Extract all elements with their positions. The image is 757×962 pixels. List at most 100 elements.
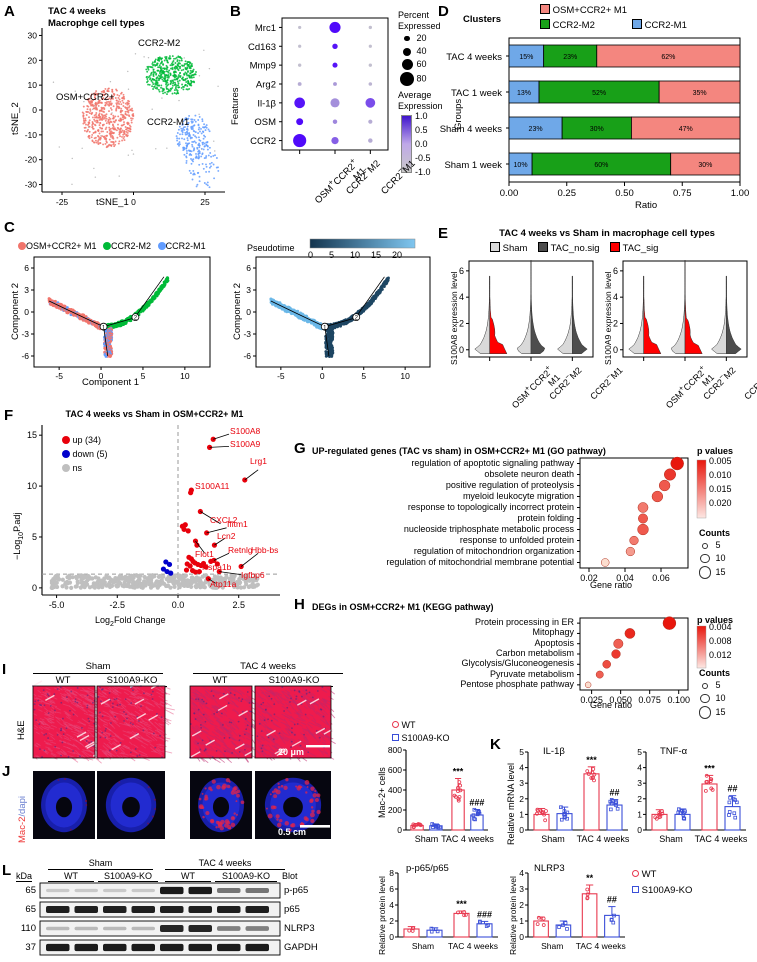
svg-text:0: 0 — [32, 583, 37, 593]
svg-text:TAC 1 week: TAC 1 week — [451, 88, 502, 99]
legend-label-sham: Sham — [502, 243, 528, 254]
panel-f: F TAC 4 weeks vs Sham in OSM+CCR2+ M1 0 5… — [0, 395, 290, 630]
svg-text:0: 0 — [613, 345, 618, 355]
panel-i-scalebar-label: 20 μm — [278, 747, 305, 757]
svg-text:-5.0: -5.0 — [49, 600, 65, 610]
panel-l-group-tac: TAC 4 weeks — [165, 858, 285, 870]
panel-k-title-tnfa: TNF-α — [660, 746, 688, 757]
svg-text:1: 1 — [102, 325, 106, 331]
panel-b-percent-legend-title-1: Percent — [398, 10, 430, 20]
svg-text:4: 4 — [613, 292, 618, 302]
pathway-category: Apoptosis — [534, 637, 574, 648]
panel-l-kda-label: kDa — [16, 871, 33, 882]
panel-d-letter: D — [438, 3, 449, 20]
panel-f-gene-label-atp11a: Atp11a — [210, 579, 237, 589]
panel-j-legend-wt: WT — [392, 720, 416, 730]
legend-label-osm: OSM+CCR2+ M1 — [552, 5, 628, 16]
panel-d-stacked-bars: TAC 4 weeks 15% 23% 62% TAC 1 week 13% 52% 35% S… — [440, 37, 749, 199]
legend-dot-m1 — [157, 242, 166, 250]
panel-c-pt-tick-0: 0 — [308, 250, 314, 260]
pathway-category: Protein processing in ER — [474, 617, 574, 628]
pathway-pvalue-tick: 0.010 — [709, 470, 732, 480]
panel-b-avg-tick-0: 1.0 — [415, 111, 428, 121]
pathway-category: Carbon metabolism — [495, 648, 574, 658]
legend-text-m1: CCR2-M1 — [165, 241, 206, 251]
panel-k: K Relative mRNA level 0 1 2 3 4 5 Sham *** ## TAC… — [488, 700, 757, 855]
svg-text:0: 0 — [131, 197, 136, 207]
legend-label-wt-l: WT — [641, 869, 657, 880]
panel-g-letter: G — [294, 440, 306, 457]
panel-b-avg-tick-2: 0.0 — [415, 139, 428, 149]
panel-f-legend-down: down (5) — [62, 449, 108, 459]
panel-l-blot-name: p65 — [284, 904, 300, 915]
panel-f-gene-label-ifitm1: Ifitm1 — [227, 519, 248, 529]
svg-text:10: 10 — [180, 371, 190, 381]
svg-text:60%: 60% — [594, 162, 608, 169]
svg-text:3: 3 — [246, 285, 251, 295]
panel-c-letter: C — [4, 219, 15, 236]
svg-text:35%: 35% — [693, 90, 707, 97]
panel-l-title-nlrp3: NLRP3 — [534, 863, 565, 874]
panel-h: H DEGs in OSM+CCR2+ M1 (KEGG pathway) Pr… — [290, 590, 757, 719]
panel-b-avg-legend-title-2: Expression — [398, 101, 443, 111]
legend-label-tacnosig: TAC_no.sig — [550, 243, 600, 254]
panel-a-title-1: TAC 4 weeks — [48, 6, 106, 17]
svg-text:23%: 23% — [529, 126, 543, 133]
panel-l-blot-name: p-p65 — [284, 885, 309, 896]
legend-label-down: down (5) — [72, 449, 108, 459]
panel-l-letter: L — [2, 862, 12, 879]
panel-j: J Mac-2/dapi 0.5 cm — [0, 763, 370, 850]
svg-text:5: 5 — [32, 532, 37, 542]
svg-text:20: 20 — [28, 55, 38, 65]
panel-f-gene-label-hspa1b: Hspa1b — [202, 562, 232, 572]
svg-text:0.75: 0.75 — [673, 188, 692, 199]
panel-l-blot-name: NLRP3 — [284, 923, 315, 934]
panel-f-gene-label-flot1: Flot1 — [195, 549, 214, 559]
legend-dot-m2 — [103, 242, 112, 250]
panel-a-letter: A — [4, 3, 15, 20]
panel-i: I Sham TAC 4 weeks WT S100A9-KO WT S100A… — [0, 655, 370, 770]
svg-text:Arg2: Arg2 — [256, 80, 276, 91]
pathway-category: regulation of mitochondrion organization — [413, 545, 574, 556]
svg-text:15%: 15% — [519, 54, 533, 61]
panel-k-letter: K — [490, 736, 501, 753]
panel-c-pt-tick-4: 20 — [392, 250, 403, 260]
panel-b: B Mrc1 Cd163 Mmp9 Arg2 Il-1β OSM CCR2 Features… — [210, 0, 443, 215]
svg-text:-3: -3 — [243, 329, 251, 339]
svg-text:3: 3 — [24, 285, 29, 295]
pathway-xtick: 0.100 — [667, 695, 690, 705]
pathway-category: regulation of apoptotic signaling pathwa… — [411, 457, 574, 468]
panel-d-legend-item-1: CCR2-M2 — [540, 19, 595, 31]
panel-f-title: TAC 4 weeks vs Sham in OSM+CCR2+ M1 — [65, 409, 244, 419]
panel-b-avg-legend-title-1: Average — [398, 90, 432, 100]
svg-text:Cd163: Cd163 — [248, 42, 276, 53]
panel-k-title-il1b: IL-1β — [543, 746, 565, 757]
panel-a-cluster-m2: CCR2-M2 — [138, 38, 181, 49]
svg-text:6: 6 — [613, 266, 618, 276]
panel-b-avg-tick-1: 0.5 — [415, 125, 428, 135]
pathway-counts-tick: 10 — [697, 553, 726, 564]
svg-text:2: 2 — [355, 316, 359, 322]
legend-dot-ns — [62, 464, 70, 472]
panel-l-western-blots — [39, 882, 281, 956]
panel-f-legend-ns: ns — [62, 463, 82, 473]
panel-c-legend: OSM+CCR2+ M1 CCR2-M2 CCR2-M1 — [18, 241, 206, 251]
pathway-counts-tick: 15 — [697, 566, 726, 579]
panel-b-pct-legend-40: 40 — [400, 46, 427, 56]
pathway-pvalue-tick: 0.008 — [709, 636, 732, 646]
pathway-category: Pyruvate metabolism — [489, 668, 574, 679]
panel-e-ylabel-right: S100A9 expression level — [603, 271, 613, 365]
panel-f-gene-label-lrg1: Lrg1 — [250, 456, 268, 466]
panel-h-xlabel: Gene ratio — [590, 700, 633, 710]
svg-text:30%: 30% — [698, 162, 712, 169]
svg-text:0.50: 0.50 — [615, 188, 634, 199]
panel-f-gene-label-s100a11: S100A11 — [195, 481, 230, 491]
legend-label-m1: CCR2-M1 — [644, 20, 687, 31]
legend-text-osm: OSM+CCR2+ M1 — [26, 241, 97, 251]
legend-label-ko-l: S100A9-KO — [641, 885, 693, 896]
svg-text:0.00: 0.00 — [500, 188, 519, 199]
panel-j-chart: WT S100A9-KO Mac-2+ cells 0 200 400 600 800 S… — [370, 700, 494, 855]
pathway-xtick: 0.04 — [616, 573, 634, 583]
panel-j-scalebar-label: 0.5 cm — [278, 827, 307, 837]
svg-text:6: 6 — [246, 263, 251, 273]
